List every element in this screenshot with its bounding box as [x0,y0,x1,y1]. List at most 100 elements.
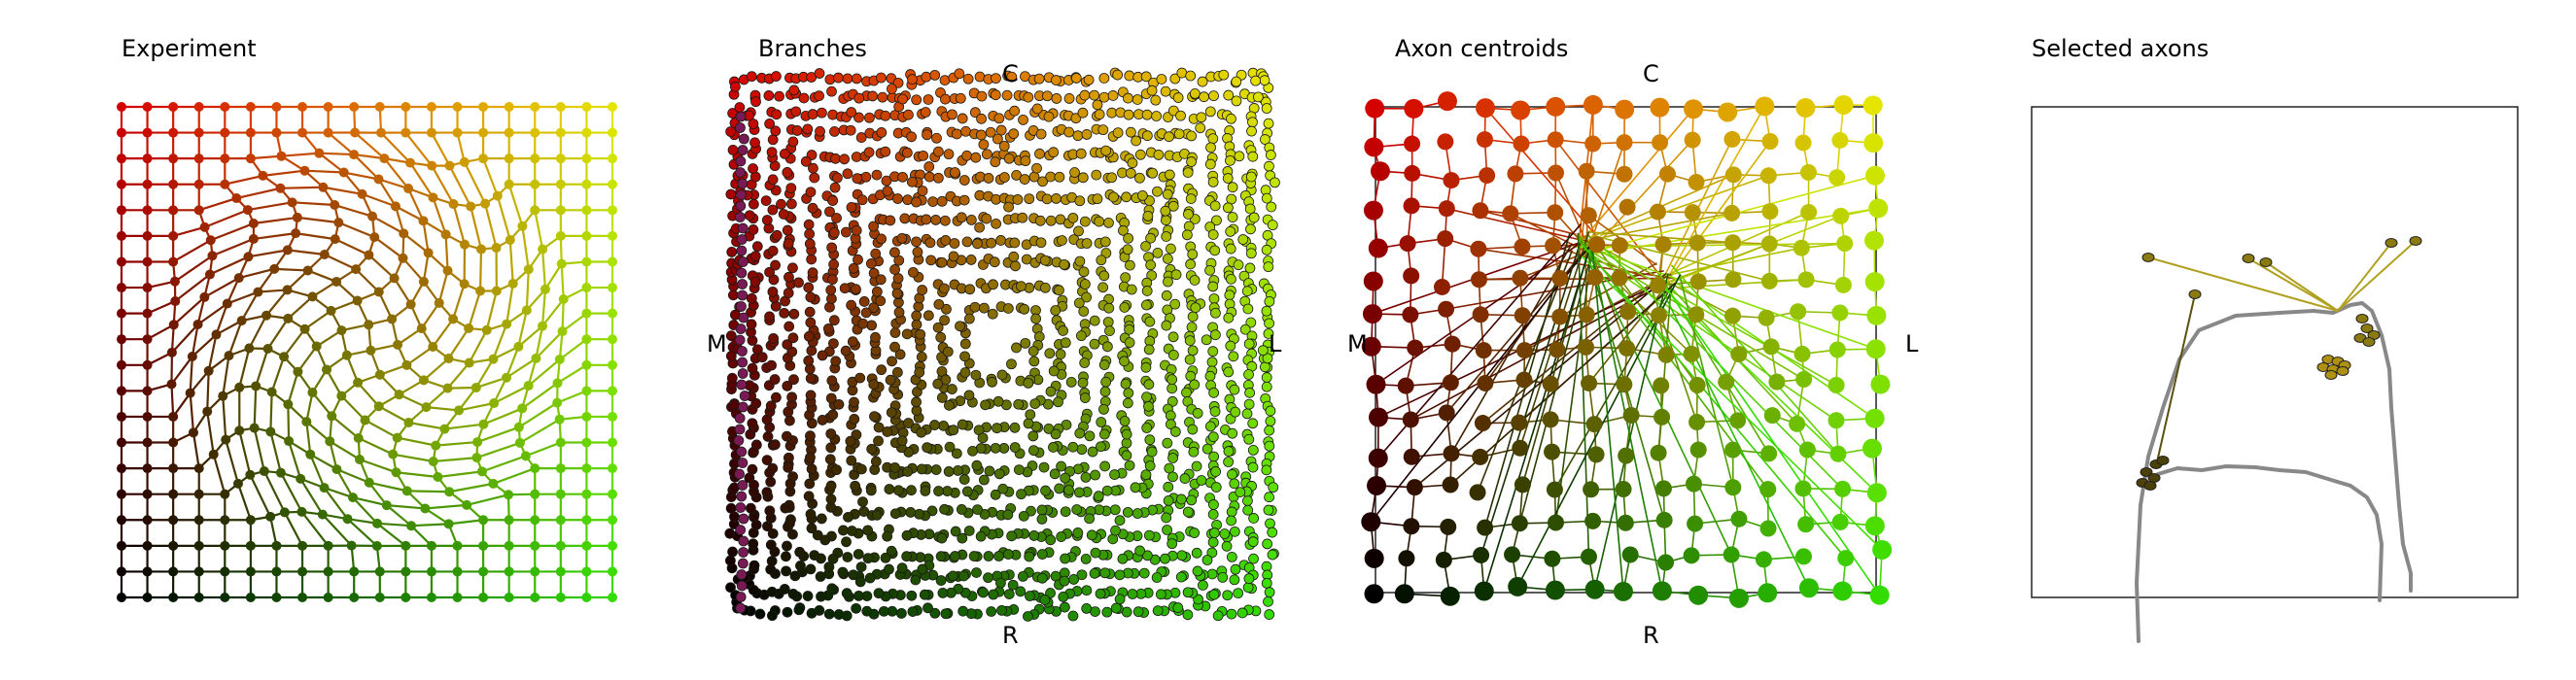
branch-point [1074,427,1086,439]
branch-point [737,480,748,491]
grid-node [142,593,153,602]
branch-point [1010,260,1021,272]
grid-node [428,342,438,353]
grid-link [444,423,484,430]
branch-point [1013,398,1025,410]
branch-point [961,236,973,248]
centroid-point [1869,585,1890,605]
branch-point [1259,361,1271,373]
centroid-point [1512,269,1529,287]
grid-link [368,481,408,493]
branch-point [1146,270,1158,281]
grid-node [504,127,514,138]
grid-node [220,489,230,499]
grid-node [351,264,362,275]
branch-point [1143,400,1154,412]
branch-point [782,606,793,618]
branch-point [1138,567,1150,579]
grid-node [117,334,126,345]
branch-point [1081,585,1093,596]
centroid-point [1476,98,1496,119]
grid-node [168,256,179,267]
grid-link [269,431,282,473]
branch-point [906,176,918,187]
grid-node [440,229,451,240]
grid-link [404,131,434,167]
grid-node [142,153,153,164]
centroid-point [1511,100,1531,120]
branch-point [735,200,747,212]
centroid-point [1649,203,1666,221]
branch-point [964,284,976,295]
grid-node [349,150,360,160]
branch-point [816,513,827,525]
grid-node [231,193,242,204]
grid-node [557,326,568,337]
branch-point [1098,403,1109,415]
grid-link [463,161,487,205]
centroid-point [1507,165,1524,183]
grid-node [530,566,540,577]
grid-node [400,102,411,112]
branch-point [1261,103,1272,114]
branch-point [986,606,997,617]
branch-point [1248,513,1260,524]
branch-point [751,344,763,356]
grid-node [478,419,489,429]
branch-point [805,430,816,442]
centroid-point [1689,441,1707,459]
branch-point [738,256,748,267]
grid-node [142,540,153,551]
branch-point [825,442,837,454]
branch-point [922,442,933,454]
branch-point [866,443,878,455]
branch-point [823,561,835,572]
grid-node [307,388,318,398]
centroid-point [1723,204,1741,221]
grid-node [117,230,126,241]
branch-point [1106,107,1118,119]
grid-link [240,291,260,322]
grid-node [459,279,470,289]
branch-point [1261,372,1272,383]
branch-point [1164,131,1174,143]
grid-link [534,210,544,250]
branch-point [1248,212,1260,223]
branch-point [1183,221,1195,232]
branch-point [961,486,973,497]
grid-link [346,518,378,547]
branch-point [804,228,816,240]
branch-point [971,567,982,578]
branch-point [1104,325,1115,337]
grid-node [398,253,408,263]
centroid-point [1650,277,1667,294]
grid-node [193,153,204,164]
grid-node [142,566,153,577]
grid-node [245,566,256,577]
centroid-point [1406,479,1423,496]
grid-node [336,325,347,336]
centroid-point [1403,518,1420,535]
branch-point [1124,323,1134,335]
branch-point [833,398,845,410]
branch-point [1011,170,1022,181]
grid-node [142,411,153,422]
branch-point [1038,461,1050,473]
grid-node [204,269,215,280]
branch-point [976,113,987,124]
branch-point [1161,512,1172,524]
centroid-point [1617,514,1634,531]
branch-point [814,68,825,79]
branch-point [992,133,1003,145]
branch-point [885,374,896,386]
branch-point [891,288,903,299]
branch-point [1223,446,1235,457]
grid-node [271,540,282,551]
branch-point [1164,169,1175,181]
branch-point [1098,428,1110,440]
grid-node [608,283,617,293]
branch-point [995,124,1007,136]
branch-point [726,372,738,384]
branch-point [1160,553,1170,564]
branch-point [1098,73,1110,84]
